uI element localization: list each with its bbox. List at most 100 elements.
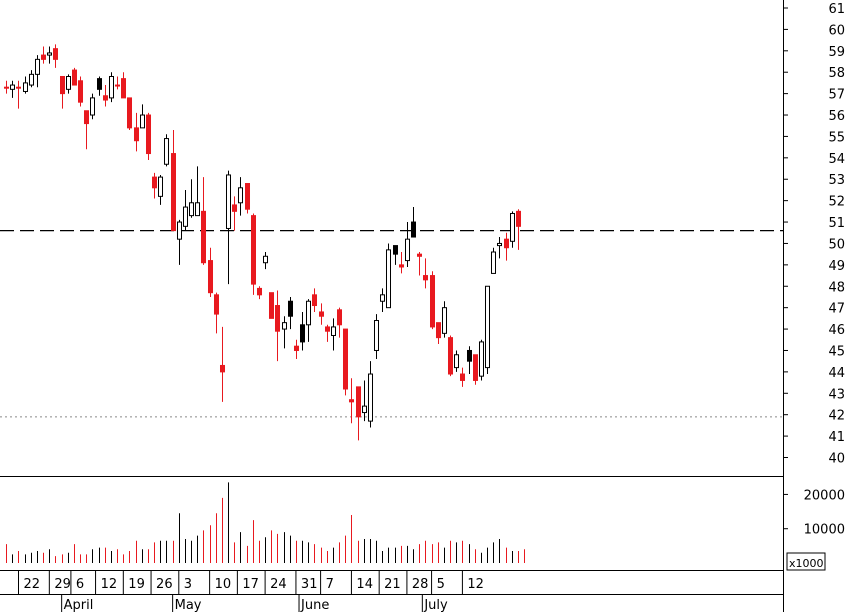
candle-body [176, 221, 183, 240]
candle-body [256, 287, 263, 296]
month-label: June [300, 598, 329, 612]
price-tick-label: 54 [828, 152, 845, 167]
date-tick-label: 7 [326, 577, 334, 592]
candle-body [77, 80, 84, 103]
candle-body [237, 187, 244, 204]
reference-lines [0, 229, 783, 418]
candle-body [490, 251, 497, 274]
candle-body [496, 242, 503, 247]
candle-body [145, 114, 152, 155]
price-tick-label: 58 [828, 66, 845, 81]
candle-body [71, 69, 78, 86]
candle-body [324, 326, 331, 332]
price-tick-label: 40 [828, 452, 845, 467]
candle-body [503, 238, 510, 249]
price-tick-label: 44 [828, 366, 845, 381]
candle-body [213, 294, 220, 315]
price-candles [3, 44, 522, 441]
month-label: April [64, 598, 94, 612]
month-label: July [423, 598, 448, 612]
date-tick-label: 29 [54, 577, 71, 592]
candle-body [194, 202, 201, 217]
candle-body [89, 97, 96, 116]
candle-body [484, 285, 491, 369]
candle-body [459, 373, 466, 381]
candle-body [163, 138, 170, 165]
candle-body [379, 294, 386, 302]
candle-body [385, 249, 392, 309]
candle-body [410, 221, 417, 238]
candle-body [250, 215, 257, 285]
price-tick-label: 59 [828, 45, 845, 60]
candle-body [336, 309, 343, 326]
candle-body [15, 86, 22, 89]
price-tick-label: 49 [828, 259, 845, 274]
date-tick-label: 3 [184, 577, 192, 592]
price-tick-label: 45 [828, 344, 845, 359]
date-tick-label: 10 [215, 577, 232, 592]
date-tick-label: 14 [356, 577, 373, 592]
date-tick-label: 5 [437, 577, 445, 592]
candle-body [157, 176, 164, 197]
candle-body [200, 210, 207, 264]
candle-body [225, 174, 232, 229]
candle-body [355, 386, 362, 418]
price-tick-label: 60 [828, 23, 845, 38]
candle-body [330, 326, 337, 336]
date-tick-label: 21 [384, 577, 401, 592]
candle-body [305, 300, 312, 326]
date-tick-label: 6 [76, 577, 84, 592]
candle-body [509, 212, 516, 242]
candle-body [447, 337, 454, 375]
price-tick-label: 47 [828, 302, 845, 317]
candle-body [126, 97, 133, 129]
candle-body [373, 320, 380, 351]
price-tick-label: 48 [828, 280, 845, 295]
volume-unit-box [786, 552, 826, 571]
date-tick-label: 28 [412, 577, 429, 592]
candle-body [348, 399, 355, 403]
candle-body [120, 78, 127, 99]
date-tick-label: 19 [128, 577, 145, 592]
candle-body [96, 78, 103, 90]
candle-body [65, 75, 72, 90]
candle-body [34, 58, 41, 75]
candle-body [244, 183, 251, 210]
candle-body [361, 405, 368, 414]
candle-body [9, 84, 16, 90]
candle-body [281, 322, 288, 330]
candle-body [207, 260, 214, 294]
candle-body [398, 264, 405, 268]
volume-tick-label: 10000 [804, 523, 845, 538]
candle-body [102, 95, 109, 101]
candle-body [188, 202, 195, 217]
date-tick-label: 24 [270, 577, 287, 592]
price-tick-label: 42 [828, 409, 845, 424]
date-axis: 22 29 6 12 19 26 3 10 17 24 31 7 14 21 28 5 12 April May Ju… [17, 570, 484, 613]
price-tick-label: 53 [828, 173, 845, 188]
price-tick-label: 46 [828, 323, 845, 338]
price-tick-label: 57 [828, 88, 845, 103]
price-axis: 40 41 42 43 44 45 46 47 48 49 50 51 52 53 54 55 56 57 58 59… [783, 2, 845, 467]
date-tick-label: 12 [467, 577, 484, 592]
candle-body [3, 86, 10, 89]
candle-body [170, 153, 177, 232]
chart-frame [0, 0, 826, 612]
price-tick-label: 52 [828, 195, 845, 210]
candle-body [83, 110, 90, 125]
candle-body [515, 210, 522, 227]
candle-body [108, 75, 115, 99]
candle-body [219, 364, 226, 373]
candle-body [52, 48, 59, 60]
candle-body [268, 292, 275, 319]
volume-tick-label: 20000 [804, 488, 845, 503]
candle-body [311, 294, 318, 307]
price-tick-label: 51 [828, 216, 845, 231]
candle-body [472, 354, 479, 381]
price-tick-label: 61 [828, 2, 845, 17]
date-tick-label: 17 [242, 577, 259, 592]
candle-body [478, 341, 485, 377]
volume-axis: 10000 20000 [783, 488, 845, 538]
